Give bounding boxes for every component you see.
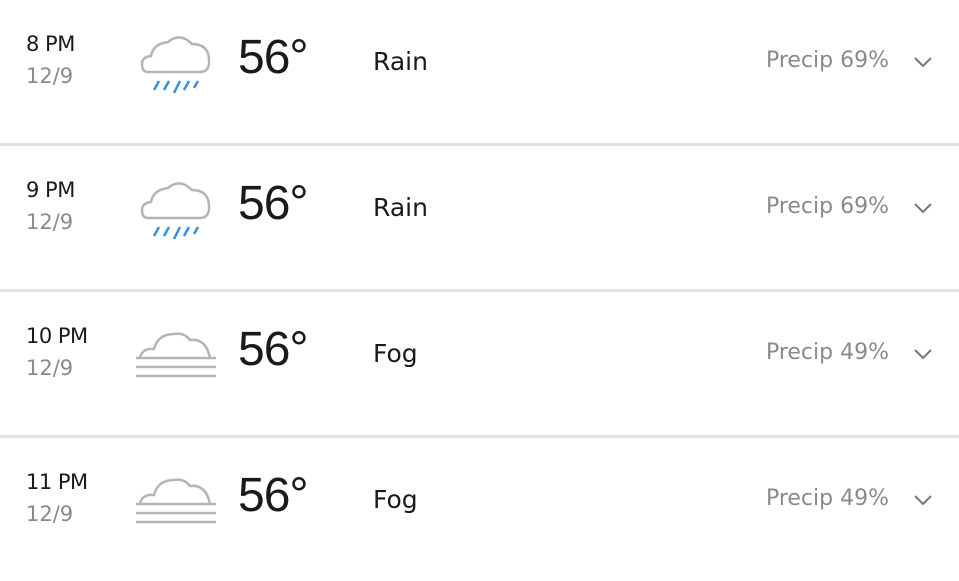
- chevron-down-icon[interactable]: [913, 348, 933, 360]
- hour-date: 12/9: [26, 356, 74, 380]
- hour-condition: Fog: [373, 339, 418, 368]
- rain-cloud-icon: [140, 182, 211, 240]
- hour-condition: Rain: [373, 193, 428, 222]
- hour-condition: Rain: [373, 47, 428, 76]
- hour-temperature: 56°: [238, 31, 309, 84]
- chevron-down-icon[interactable]: [913, 494, 933, 506]
- hour-date: 12/9: [26, 64, 74, 88]
- hourly-row[interactable]: 8 PM 12/9 56° Rain Precip 69%: [0, 0, 959, 146]
- chevron-down-icon[interactable]: [913, 202, 933, 214]
- hour-date: 12/9: [26, 210, 74, 234]
- hour-time: 9 PM: [26, 178, 75, 202]
- hour-time: 8 PM: [26, 32, 75, 56]
- hour-time: 10 PM: [26, 324, 88, 348]
- hour-precip: Precip 49%: [765, 340, 889, 365]
- hourly-row[interactable]: 9 PM 12/9 56° Rain Precip 69%: [0, 146, 959, 292]
- hour-date: 12/9: [26, 502, 74, 526]
- fog-icon: [136, 478, 216, 524]
- hour-precip: Precip 69%: [765, 194, 889, 219]
- rain-cloud-icon: [140, 36, 211, 94]
- hour-temperature: 56°: [238, 323, 309, 376]
- hourly-row[interactable]: 10 PM 12/9 56° Fog Precip 49%: [0, 292, 959, 438]
- hour-condition: Fog: [373, 485, 418, 514]
- hour-temperature: 56°: [238, 469, 309, 522]
- hourly-row[interactable]: 11 PM 12/9 56° Fog Precip 49%: [0, 438, 959, 581]
- hour-precip: Precip 69%: [765, 48, 889, 73]
- hour-time: 11 PM: [26, 470, 88, 494]
- hour-temperature: 56°: [238, 177, 309, 230]
- fog-icon: [136, 332, 216, 378]
- chevron-down-icon[interactable]: [913, 56, 933, 68]
- hour-precip: Precip 49%: [765, 486, 889, 511]
